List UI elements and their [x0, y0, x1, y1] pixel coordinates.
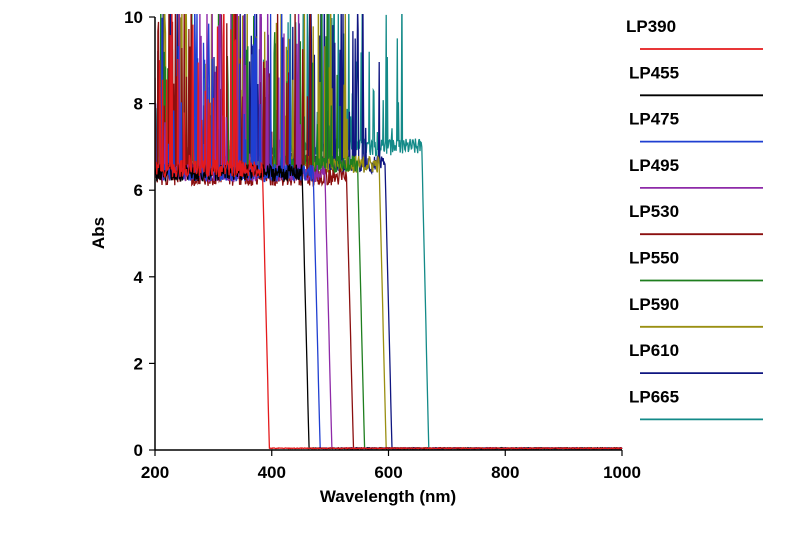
y-tick-label: 6 [134, 181, 143, 200]
series-line-lp390 [155, 14, 623, 450]
series-layer [155, 14, 623, 450]
y-tick-label: 0 [134, 441, 143, 460]
legend-label-lp390: LP390 [626, 17, 676, 36]
legend-label-lp550: LP550 [629, 249, 679, 268]
y-tick-label: 4 [134, 268, 144, 287]
series-line-lp550 [155, 14, 623, 450]
legend-label-lp455: LP455 [629, 63, 679, 82]
series-line-lp610 [155, 14, 623, 450]
x-tick-label: 1000 [603, 463, 641, 482]
legend: LP390 LP455 LP475 LP495 LP530 LP550 LP590 LP610… [626, 17, 763, 421]
x-tick-label: 600 [374, 463, 402, 482]
y-tick-label: 10 [124, 8, 143, 27]
y-axis-title: Abs [89, 217, 108, 249]
series-line-lp590 [155, 14, 623, 450]
series-line-lp475 [155, 14, 623, 450]
axes: 200 400 600 800 1000 0 2 4 6 8 10 [124, 8, 641, 482]
legend-label-lp495: LP495 [629, 156, 679, 175]
y-tick-label: 8 [134, 95, 143, 114]
series-line-lp495 [155, 14, 623, 450]
legend-label-lp475: LP475 [629, 110, 679, 129]
x-tick-label: 200 [141, 463, 169, 482]
y-tick-label: 2 [134, 354, 143, 373]
legend-label-lp530: LP530 [629, 202, 679, 221]
x-tick-label: 400 [258, 463, 286, 482]
x-axis-title: Wavelength (nm) [320, 487, 456, 506]
x-tick-label: 800 [491, 463, 519, 482]
series-line-lp530 [155, 14, 623, 450]
legend-label-lp610: LP610 [629, 341, 679, 360]
legend-label-lp590: LP590 [629, 295, 679, 314]
legend-label-lp665: LP665 [629, 387, 679, 406]
